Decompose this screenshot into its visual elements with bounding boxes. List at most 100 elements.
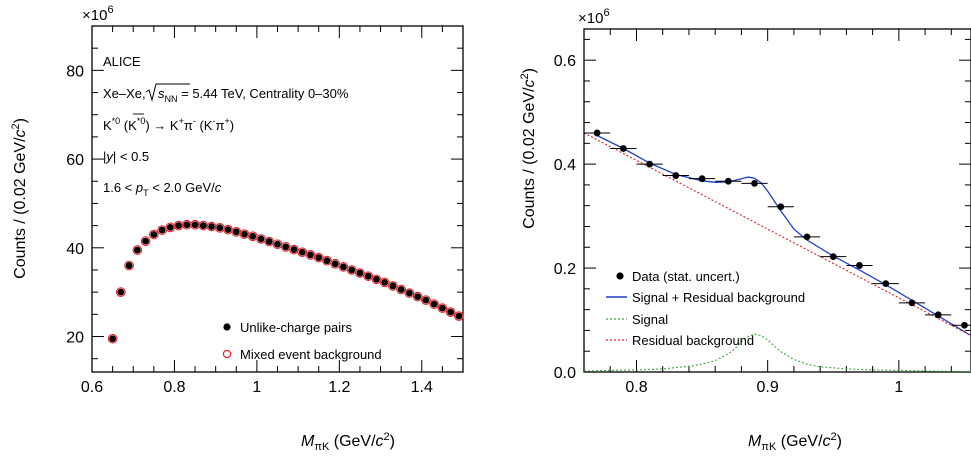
data-point-mixed-event-background	[124, 260, 134, 271]
data-point-unlike-charge-pairs	[199, 222, 207, 230]
data-point-mixed-event-background	[330, 258, 341, 269]
data-point-unlike-charge-pairs	[191, 221, 199, 229]
data-point-mixed-event-background	[379, 277, 390, 288]
data-point-mixed-event-background	[388, 281, 398, 291]
data-point-mixed-event-background	[338, 262, 349, 272]
data-point-mixed-event-background	[454, 311, 464, 321]
data-point-unlike-charge-pairs	[290, 246, 298, 253]
right-x-tick-label: 0.8	[625, 379, 647, 396]
data-point-unlike-charge-pairs	[216, 224, 224, 232]
left-multiplier: ×106	[82, 4, 114, 24]
data-point-mixed-event-background	[412, 291, 423, 302]
data-point-mixed-event-background	[346, 265, 357, 275]
data-point-unlike-charge-pairs	[224, 226, 232, 234]
data-point-data-stat-uncert	[646, 160, 653, 168]
left-x-axis-title: MπK (GeV/c2)	[301, 431, 395, 453]
data-point-unlike-charge-pairs	[430, 300, 438, 308]
legend-label-residual-bkg: Residual background	[632, 333, 754, 348]
decay-channel-label: K*0 (K*0) → K+π- (K-π+)	[103, 113, 234, 133]
data-point-unlike-charge-pairs	[414, 293, 422, 300]
data-point-data-stat-uncert	[934, 311, 942, 319]
data-point-data-stat-uncert	[619, 145, 627, 152]
data-point-unlike-charge-pairs	[323, 257, 331, 265]
right-x-tick-label: 0.9	[757, 379, 779, 396]
data-point-unlike-charge-pairs	[447, 308, 455, 316]
data-point-unlike-charge-pairs	[397, 286, 405, 293]
series-line-signal-residual-background	[596, 134, 971, 337]
left-x-tick-label: 1.2	[328, 379, 350, 396]
svg-text:sNN = 5.44 TeV, Centrality 0–3: sNN = 5.44 TeV, Centrality 0–30%	[158, 86, 349, 104]
left-y-tick-label: 40	[66, 241, 84, 258]
left-y-tick-label: 20	[66, 330, 84, 347]
data-point-mixed-event-background	[363, 271, 374, 282]
data-point-unlike-charge-pairs	[117, 288, 125, 296]
data-point-unlike-charge-pairs	[265, 238, 273, 245]
data-point-mixed-event-background	[148, 229, 159, 240]
data-point-unlike-charge-pairs	[208, 223, 215, 230]
right-y-tick-label: 0.4	[554, 157, 576, 174]
right-legend: Data (stat. uncert.) Signal + Residual b…	[606, 269, 805, 348]
data-point-mixed-event-background	[116, 287, 126, 298]
data-point-unlike-charge-pairs	[315, 254, 323, 261]
experiment-label: ALICE	[103, 54, 141, 69]
data-point-mixed-event-background	[371, 274, 382, 285]
data-point-unlike-charge-pairs	[348, 266, 356, 274]
right-x-axis-title: MπK (GeV/c2)	[748, 431, 842, 453]
data-point-mixed-event-background	[322, 255, 332, 266]
right-axis-ticks: 0.8 0.9 1 0.0 0.2 0.4 0.6	[554, 29, 971, 396]
data-point-data-stat-uncert	[724, 177, 732, 185]
data-point-data-stat-uncert	[698, 175, 706, 183]
data-point-unlike-charge-pairs	[438, 304, 446, 312]
legend-label-unlike: Unlike-charge pairs	[240, 320, 352, 335]
left-y-tick-label: 80	[66, 63, 84, 80]
series-line-signal	[583, 333, 971, 373]
collision-system-label: Xe–Xe, sNN = 5.44 TeV, Centrality 0–30%	[103, 83, 349, 104]
legend-marker-mixed	[222, 349, 232, 359]
right-plot-frame	[583, 28, 971, 373]
data-point-unlike-charge-pairs	[282, 243, 290, 251]
data-point-unlike-charge-pairs	[109, 335, 117, 343]
left-x-tick-label: 0.8	[163, 379, 185, 396]
data-point-unlike-charge-pairs	[257, 235, 265, 243]
data-point-data-stat-uncert	[751, 179, 758, 187]
data-point-data-stat-uncert	[803, 233, 811, 241]
data-point-unlike-charge-pairs	[307, 251, 314, 259]
data-point-unlike-charge-pairs	[373, 275, 380, 283]
data-point-unlike-charge-pairs	[183, 221, 191, 229]
data-point-mixed-event-background	[313, 252, 324, 263]
data-point-unlike-charge-pairs	[249, 232, 257, 240]
data-point-unlike-charge-pairs	[331, 260, 339, 268]
right-panel: 0.8 0.9 1 0.0 0.2 0.4 0.6 ×106 Data (stat. unc…	[519, 7, 971, 453]
data-point-unlike-charge-pairs	[175, 222, 182, 230]
data-point-data-stat-uncert	[593, 129, 601, 137]
data-point-unlike-charge-pairs	[340, 263, 347, 271]
data-point-unlike-charge-pairs	[125, 262, 133, 269]
data-point-data-stat-uncert	[856, 262, 863, 269]
data-point-unlike-charge-pairs	[455, 312, 463, 320]
svg-text:K*0 (K*0) → K+π- (K-π+): K*0 (K*0) → K+π- (K-π+)	[103, 116, 234, 133]
left-y-tick-label: 60	[66, 152, 84, 169]
data-point-unlike-charge-pairs	[166, 223, 174, 231]
sqrt-symbol	[145, 83, 190, 102]
right-y-tick-label: 0.6	[554, 53, 576, 70]
data-point-mixed-event-background	[404, 288, 415, 298]
right-y-tick-label: 0.0	[554, 365, 576, 382]
data-point-unlike-charge-pairs	[298, 248, 306, 256]
left-legend: Unlike-charge pairs Mixed event backgrou…	[222, 320, 382, 362]
left-y-axis-title: Counts / (0.02 GeV/c2)	[10, 118, 29, 279]
right-data-points	[584, 129, 971, 329]
data-point-mixed-event-background	[445, 307, 456, 317]
data-point-unlike-charge-pairs	[389, 282, 397, 290]
left-axis-ticks: 0.6 0.8 1 1.2 1.4 20 40 60 80	[66, 25, 464, 396]
data-point-data-stat-uncert	[961, 321, 968, 329]
data-point-mixed-event-background	[421, 295, 431, 305]
legend-label-signal: Signal	[632, 312, 668, 327]
data-point-unlike-charge-pairs	[356, 269, 364, 277]
data-point-unlike-charge-pairs	[241, 230, 248, 238]
data-point-unlike-charge-pairs	[133, 246, 141, 254]
left-data-points	[107, 219, 464, 344]
data-point-mixed-event-background	[396, 284, 407, 295]
data-point-mixed-event-background	[140, 236, 151, 246]
data-point-data-stat-uncert	[908, 299, 916, 307]
